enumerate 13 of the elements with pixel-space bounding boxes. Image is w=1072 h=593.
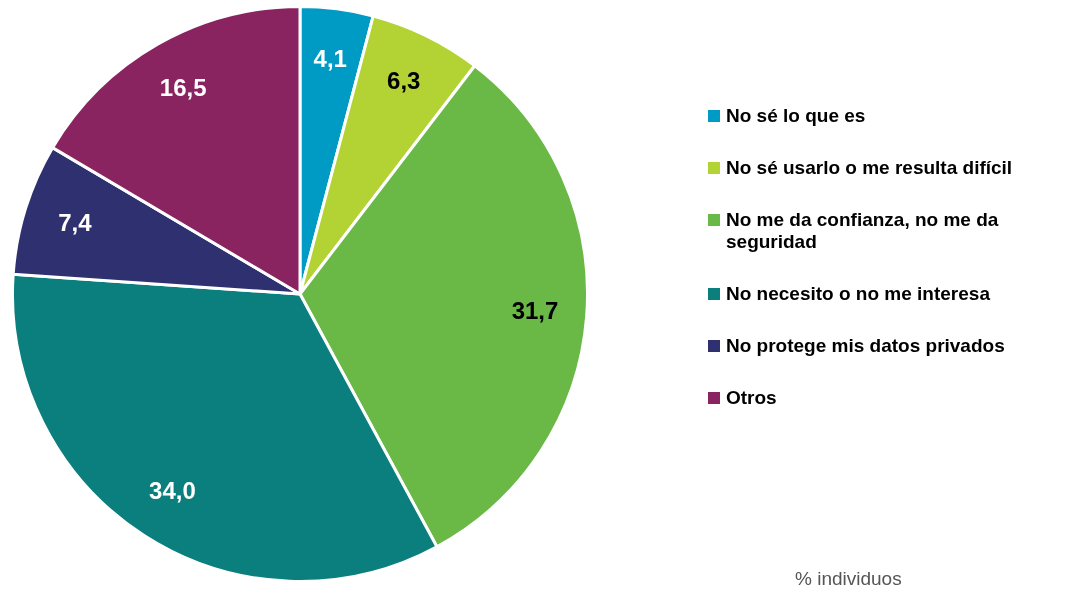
- legend-label: No necesito o no me interesa: [726, 283, 990, 305]
- data-label: 7,4: [58, 208, 93, 236]
- data-label: 6,3: [387, 66, 421, 94]
- legend-label: No sé lo que es: [726, 105, 866, 127]
- legend-label: No sé usarlo o me resulta difícil: [726, 157, 1013, 179]
- legend-label: No me da confianza, no me da seguridad: [726, 209, 1000, 253]
- legend-label: No protege mis datos privados: [726, 335, 1005, 357]
- legend-label: Otros: [726, 387, 777, 409]
- data-label: 31,7: [511, 297, 559, 325]
- text: % individuos: [795, 568, 902, 590]
- data-label: 34,0: [149, 476, 196, 504]
- data-label: 16,5: [159, 73, 207, 101]
- data-label: 4,1: [313, 44, 347, 72]
